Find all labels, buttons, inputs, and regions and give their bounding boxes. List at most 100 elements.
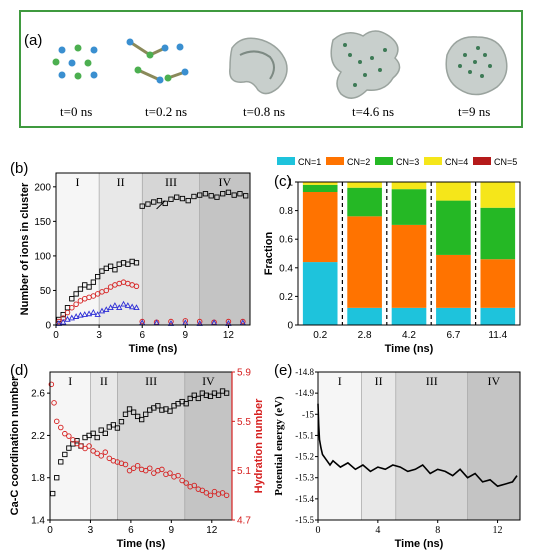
d-ytick-label-0: 1.4 (31, 516, 45, 527)
snapshot-t0 (52, 44, 98, 80)
snapshot-t9 (445, 36, 508, 96)
d-point-s0-12 (98, 427, 104, 433)
d-point-s0-10 (90, 430, 96, 436)
b-point-s2-15 (120, 300, 127, 307)
stage-label-0: I (338, 374, 342, 388)
b-point-s2-9 (94, 311, 101, 317)
e-ytick-label-7: -14.8 (295, 367, 314, 377)
snapshot-label-4: t=9 ns (458, 104, 491, 119)
b-point-s0-33 (220, 191, 226, 197)
stage-label-1: II (117, 175, 125, 189)
d-point-s1-9 (82, 445, 88, 452)
b-ytick-label-4: 200 (34, 182, 51, 193)
d-point-s0-41 (215, 392, 222, 398)
e-xtick-label-1: 4 (375, 525, 380, 536)
snapshot-label-2: t=0.8 ns (243, 104, 286, 119)
snapshot-t08 (229, 37, 288, 95)
d-point-s1-2 (53, 418, 60, 425)
b-point-s0-3 (69, 296, 75, 302)
b-ytick-label-0: 0 (45, 321, 51, 332)
d-point-s1-14 (102, 449, 109, 455)
b-point-s0-31 (208, 193, 214, 199)
b-point-s2-2 (64, 315, 71, 322)
panel-d-label: (d) (10, 362, 29, 379)
c-ytick-label-0: 0 (287, 321, 293, 332)
b-point-s1-5 (77, 298, 84, 304)
c-ytick-label-4: 0.8 (279, 206, 293, 217)
c-legend-label-4: CN=5 (494, 157, 517, 167)
stage-band-1 (361, 372, 396, 520)
d-ytick-right-label-0: 4.7 (237, 516, 251, 527)
d-point-s1-25 (147, 465, 153, 471)
b-point-s2-18 (133, 304, 140, 310)
c-ytick-label-2: 0.4 (279, 263, 293, 274)
d-point-s1-19 (122, 461, 129, 468)
b-point-s2-10 (98, 307, 106, 314)
c-bar-2-2 (391, 189, 427, 225)
d-point-s1-21 (130, 465, 137, 471)
d-point-s0-11 (94, 434, 100, 441)
b-arrow (156, 200, 166, 210)
b-xtick-label-1: 3 (96, 330, 102, 341)
d-point-s0-20 (130, 409, 137, 415)
stage-label-3: IV (219, 175, 232, 189)
d-point-s1-10 (86, 443, 92, 449)
d-point-s0-35 (191, 392, 197, 398)
d-xtick-label-4: 12 (206, 525, 218, 536)
b-point-s0-9 (95, 273, 101, 280)
b-point-s0-19 (139, 203, 145, 209)
e-ytick-label-6: -14.9 (295, 388, 314, 398)
snapshot-label-0: t=0 ns (60, 104, 93, 119)
b-point-s0-27 (185, 197, 191, 204)
stage-band-2 (395, 372, 468, 520)
b-point-s2-3 (68, 314, 75, 321)
c-bar-2-0 (391, 307, 427, 325)
c-bar-3-1 (436, 254, 471, 308)
b-point-s0-25 (174, 194, 180, 200)
d-point-s1-8 (78, 443, 84, 449)
b-point-s0-26 (179, 195, 186, 202)
b-xlabel: Time (ns) (129, 343, 178, 355)
b-point-s0-21 (151, 199, 157, 205)
b-point-s2-4 (72, 313, 80, 319)
d-point-s0-16 (114, 425, 121, 431)
panel-b-label: (b) (10, 160, 29, 177)
snapshot-t46 (330, 30, 401, 99)
d-point-s1-43 (219, 490, 226, 496)
b-point-s1-22 (182, 318, 189, 324)
d-point-s1-30 (167, 470, 173, 476)
c-legend-swatch-4 (473, 157, 491, 165)
d-point-s0-36 (195, 395, 201, 402)
b-point-s1-12 (107, 284, 114, 290)
b-point-s0-35 (231, 192, 237, 198)
b-point-s0-29 (197, 192, 203, 198)
d-xtick-label-1: 3 (88, 525, 94, 536)
b-ytick-label-1: 50 (40, 286, 52, 297)
d-point-s1-22 (134, 462, 141, 469)
d-point-s0-2 (58, 459, 64, 465)
b-xtick-label-4: 12 (223, 330, 235, 341)
stage-band-0 (56, 173, 100, 325)
d-point-s0-15 (110, 422, 117, 428)
b-point-s0-1 (60, 311, 66, 318)
b-point-s0-7 (86, 284, 92, 290)
c-bar-0-2 (302, 184, 338, 193)
d-point-s0-13 (102, 430, 108, 436)
b-point-s1-2 (64, 309, 71, 316)
c-ytick-label-5: 1 (287, 178, 293, 189)
d-ytick-label-1: 1.8 (31, 473, 45, 484)
b-point-s2-16 (124, 302, 132, 308)
b-point-s0-32 (214, 194, 220, 200)
c-legend-label-2: CN=3 (396, 157, 419, 167)
panel-e-label: (e) (274, 362, 293, 379)
e-ylabel: Potential energy (eV) (273, 396, 285, 496)
e-xtick-label-0: 0 (316, 525, 321, 536)
c-bar-1-3 (347, 182, 382, 188)
d-point-s1-0 (48, 381, 55, 388)
stage-band-3 (467, 372, 520, 520)
panel-a-frame (19, 10, 523, 128)
b-ytick-label-2: 100 (34, 251, 51, 262)
b-point-s1-8 (90, 293, 97, 299)
d-ylabel-right: Hydration number (253, 398, 265, 493)
